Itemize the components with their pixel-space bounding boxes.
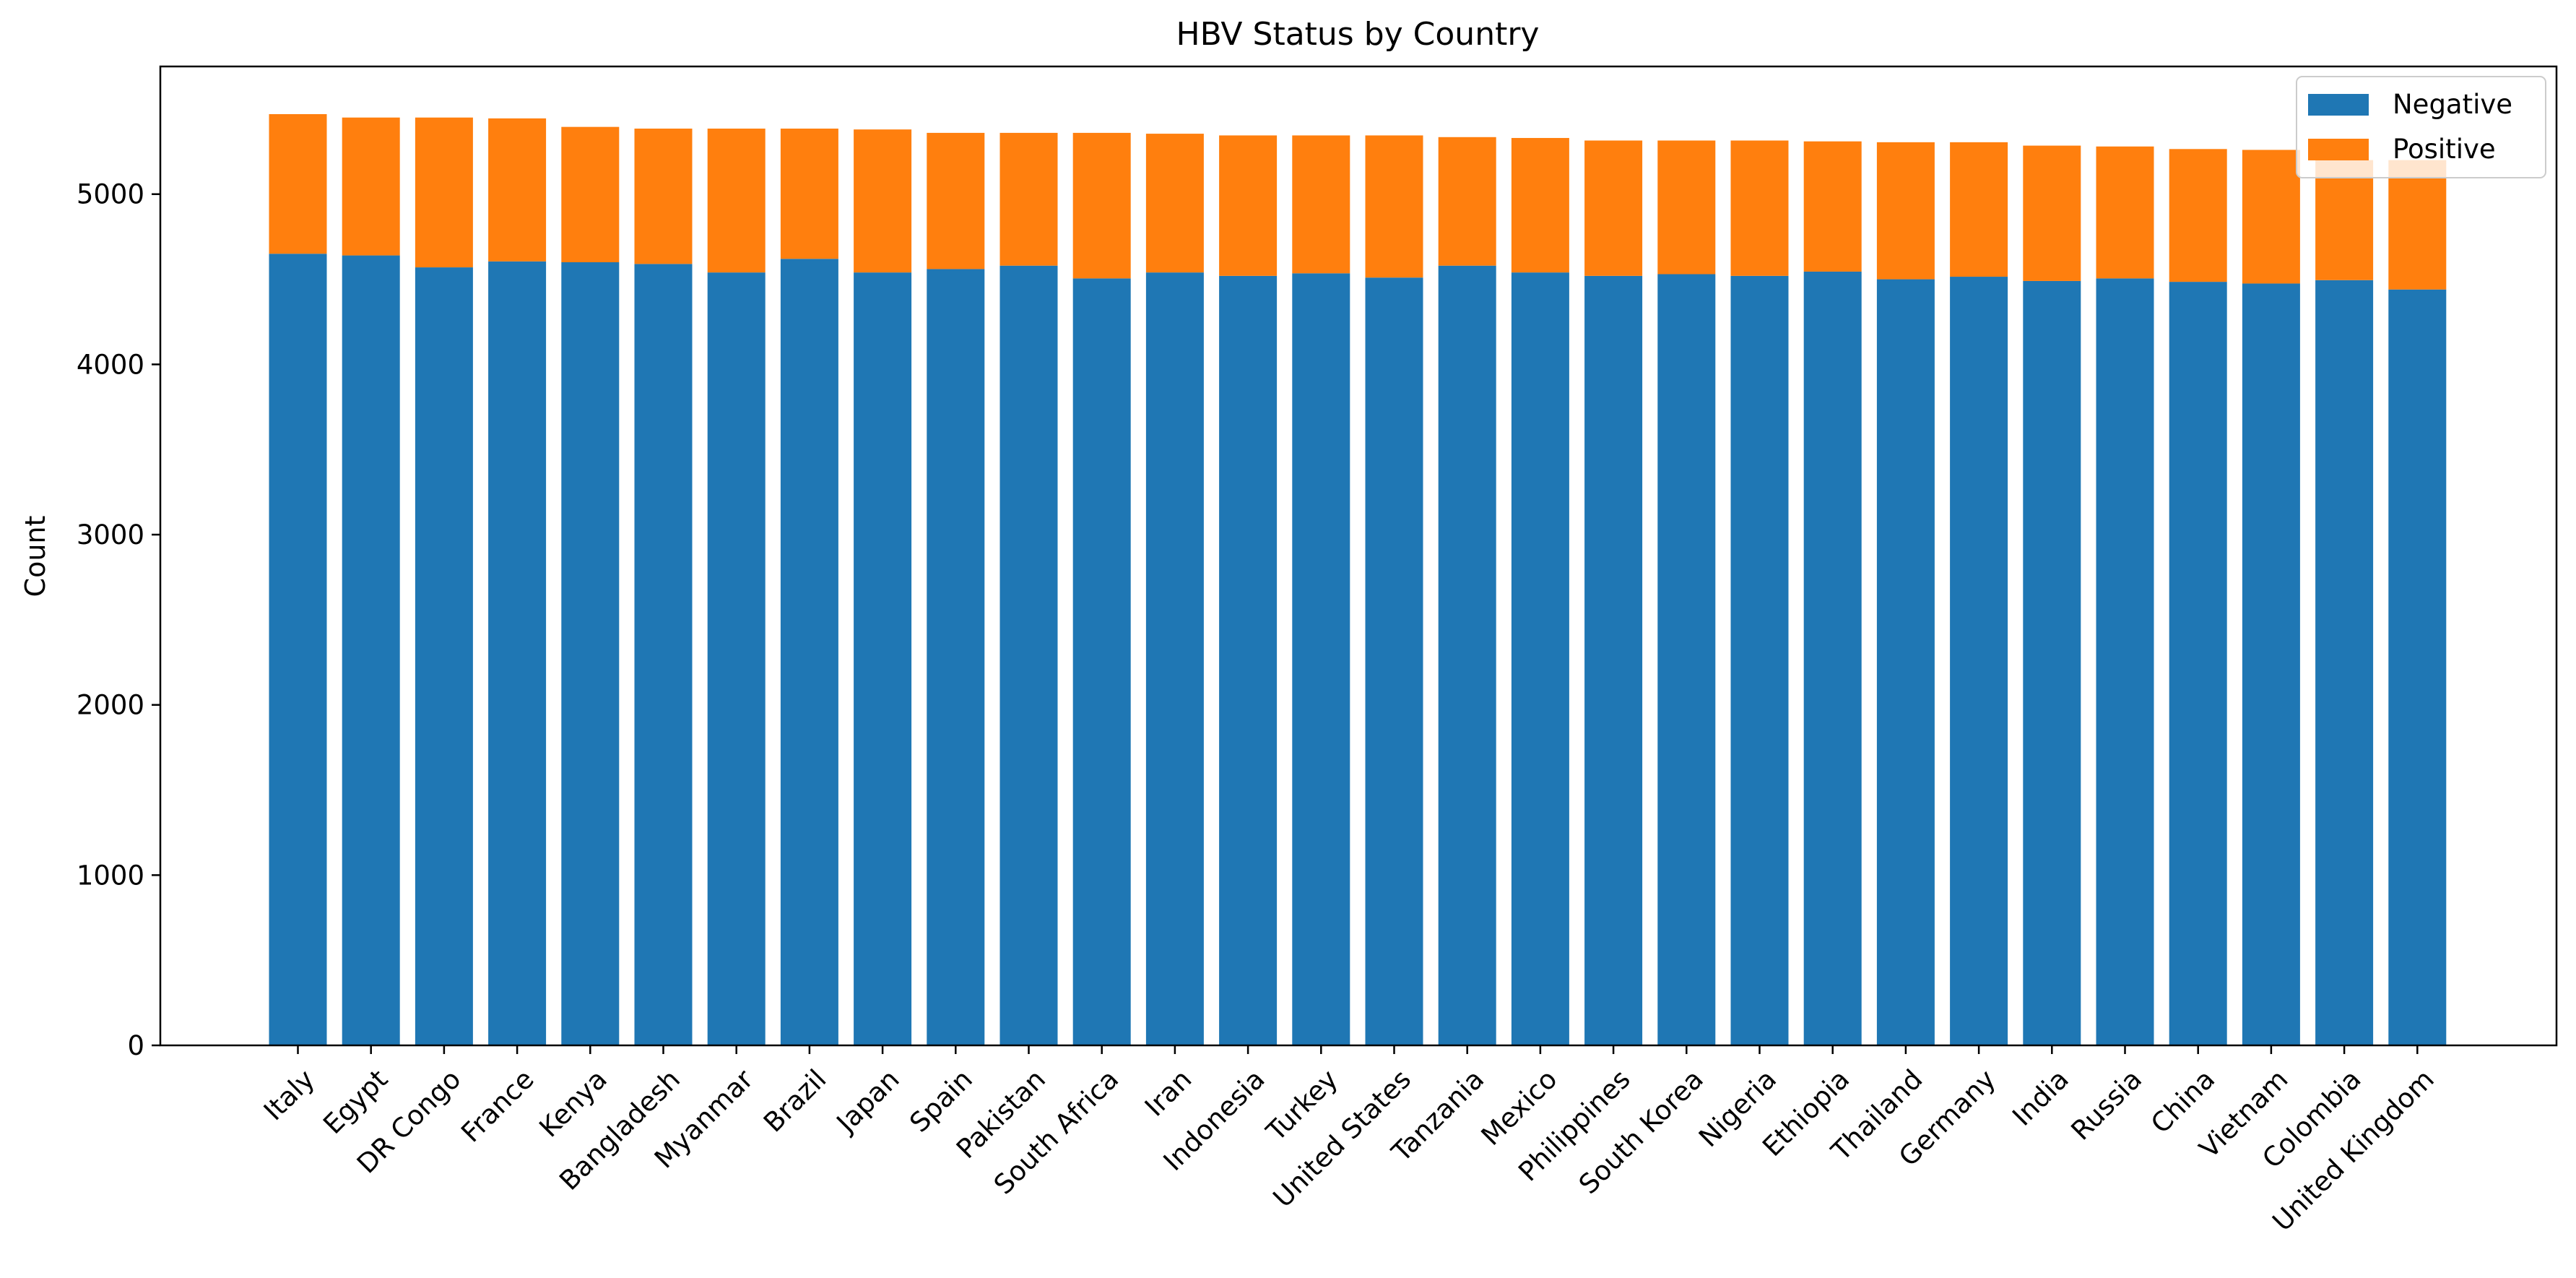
plot-frame [159, 65, 2558, 1047]
y-axis-label: Count [19, 516, 51, 597]
x-tick-label: Iran [1139, 1063, 1197, 1122]
legend: Negative Positive [2296, 76, 2546, 178]
bar-positive-iran [1145, 134, 1204, 273]
bars-group [269, 113, 2447, 1046]
y-tick-label: 2000 [77, 690, 144, 721]
bar-negative-nigeria [1730, 275, 1789, 1045]
bar-positive-italy [269, 113, 327, 254]
bar-positive-germany [1950, 142, 2008, 277]
bar-negative-thailand [1876, 279, 1935, 1046]
bar-negative-myanmar [707, 272, 766, 1045]
y-tick-label: 4000 [77, 349, 144, 380]
bar-negative-brazil [780, 259, 838, 1045]
bar-positive-nigeria [1730, 140, 1789, 276]
bar-positive-indonesia [1219, 135, 1278, 276]
bar-negative-germany [1950, 277, 2008, 1046]
bar-positive-vietnam [2242, 150, 2300, 284]
bar-positive-colombia [2315, 160, 2374, 280]
bar-positive-kenya [561, 126, 620, 262]
bar-positive-tanzania [1438, 137, 1496, 266]
bar-positive-ethiopia [1803, 141, 1862, 272]
bar-positive-spain [927, 132, 985, 269]
y-tick-label: 3000 [77, 519, 144, 551]
bar-negative-united-kingdom [2388, 289, 2447, 1045]
bar-negative-ethiopia [1803, 271, 1862, 1045]
bar-negative-mexico [1511, 272, 1569, 1045]
bar-positive-turkey [1292, 135, 1350, 274]
x-tick-label: Italy [258, 1063, 321, 1126]
x-tick-label: India [2006, 1063, 2075, 1132]
bar-positive-russia [2096, 146, 2154, 279]
bar-negative-kenya [561, 262, 620, 1045]
x-tick-label: Brazil [758, 1063, 832, 1138]
legend-label-positive: Positive [2393, 134, 2496, 165]
bar-positive-myanmar [707, 129, 766, 273]
x-tick-label: Russia [2065, 1063, 2148, 1147]
bar-negative-china [2169, 282, 2227, 1046]
bar-negative-vietnam [2242, 283, 2300, 1045]
bar-positive-egypt [342, 117, 400, 256]
bar-positive-philippines [1584, 140, 1643, 276]
bar-negative-south-korea [1657, 274, 1716, 1046]
bar-positive-mexico [1511, 137, 1569, 273]
y-axis-ticks: 0 1000 2000 3000 4000 5000 [77, 179, 160, 1061]
bar-negative-pakistan [999, 265, 1058, 1046]
bar-negative-spain [927, 269, 985, 1046]
bar-positive-india [2023, 145, 2081, 281]
bar-positive-south-korea [1657, 140, 1716, 275]
y-tick-label: 5000 [77, 179, 144, 210]
x-tick-label: France [455, 1063, 539, 1148]
bar-negative-japan [854, 272, 912, 1045]
bar-negative-italy [269, 254, 327, 1045]
bar-positive-pakistan [999, 132, 1058, 266]
bar-positive-united-kingdom [2388, 160, 2447, 290]
bar-negative-indonesia [1219, 275, 1278, 1045]
legend-swatch-positive [2308, 139, 2369, 160]
bar-positive-france [488, 118, 547, 262]
bar-positive-bangladesh [634, 129, 693, 264]
y-tick-label: 1000 [77, 860, 144, 891]
bar-negative-south-africa [1072, 278, 1131, 1045]
legend-label-negative: Negative [2393, 89, 2512, 120]
bar-negative-united-states [1365, 277, 1423, 1045]
bar-positive-china [2169, 149, 2227, 282]
bar-positive-thailand [1876, 142, 1935, 280]
bar-negative-egypt [342, 255, 400, 1045]
bar-negative-tanzania [1438, 265, 1496, 1046]
bar-negative-turkey [1292, 273, 1350, 1045]
x-tick-label: Japan [830, 1063, 906, 1139]
bar-positive-brazil [780, 129, 838, 259]
legend-swatch-negative [2308, 94, 2369, 116]
bar-negative-france [488, 261, 547, 1045]
bar-negative-india [2023, 280, 2081, 1045]
bar-positive-united-states [1365, 135, 1423, 278]
bar-positive-japan [854, 129, 912, 273]
bar-negative-philippines [1584, 275, 1643, 1045]
bar-positive-dr-congo [415, 117, 473, 268]
bar-negative-colombia [2315, 280, 2374, 1046]
bar-negative-iran [1145, 272, 1204, 1045]
chart-title: HBV Status by Country [1176, 16, 1540, 53]
y-tick-label: 0 [127, 1030, 144, 1061]
bar-negative-bangladesh [634, 264, 693, 1045]
bar-negative-dr-congo [415, 267, 473, 1045]
bar-negative-russia [2096, 278, 2154, 1045]
bar-positive-south-africa [1072, 132, 1131, 279]
